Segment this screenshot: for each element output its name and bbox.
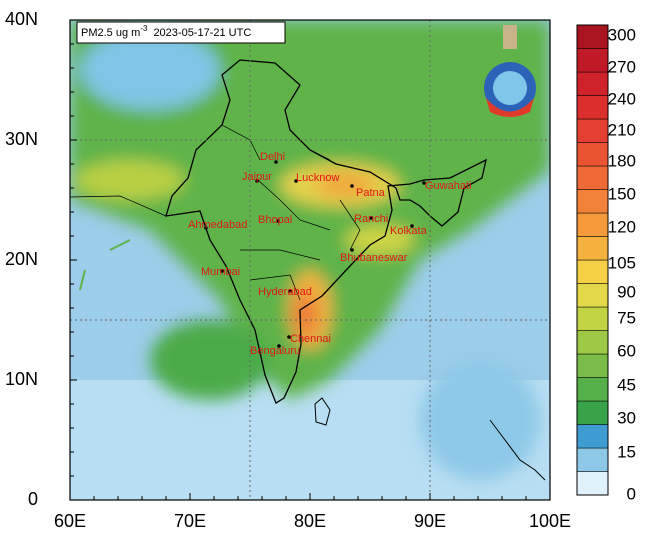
city-label: Patna xyxy=(356,187,386,199)
city-dot xyxy=(204,226,208,230)
city-dot xyxy=(220,269,224,273)
colorbar-band xyxy=(576,353,609,378)
y-tick-label: 40N xyxy=(5,9,38,29)
city-label: Delhi xyxy=(260,151,285,163)
city-label: Bhopal xyxy=(258,214,292,226)
map-title: PM2.5 ug m-3 2023-05-17-21 UTC xyxy=(81,24,251,39)
colorbar-band xyxy=(576,259,609,284)
colorbar-label: 105 xyxy=(608,253,636,272)
city-dot xyxy=(276,219,280,223)
x-tick-label: 60E xyxy=(54,511,86,531)
title-main: PM2.5 ug m xyxy=(81,27,140,39)
colorbar-band xyxy=(576,236,609,261)
colorbar-band xyxy=(576,95,609,120)
colorbar-label: 270 xyxy=(608,57,636,76)
colorbar-label: 300 xyxy=(608,25,636,44)
city-dot xyxy=(294,179,298,183)
title-sup: -3 xyxy=(140,24,148,33)
city-dot xyxy=(350,248,354,252)
y-tick-label: 30N xyxy=(5,129,38,149)
y-tick-label: 10N xyxy=(5,369,38,389)
colorbar-label: 0 xyxy=(627,484,636,503)
colorbar-band xyxy=(576,48,609,73)
x-tick-label: 90E xyxy=(414,511,446,531)
city-label: Lucknow xyxy=(296,172,339,184)
colorbar-band xyxy=(576,24,609,49)
colorbar-label: 180 xyxy=(608,151,636,170)
city-dot xyxy=(288,289,292,293)
logo xyxy=(484,25,536,117)
city-label: Bhubaneswar xyxy=(340,252,408,264)
colorbar-label: 45 xyxy=(617,375,636,394)
colorbar-band xyxy=(576,400,609,425)
colorbar-band xyxy=(576,306,609,331)
colorbar-label: 75 xyxy=(617,308,636,327)
city-label: Guwahati xyxy=(425,180,471,192)
colorbar-band xyxy=(576,330,609,355)
colorbar-label: 150 xyxy=(608,184,636,203)
colorbar-band xyxy=(576,189,609,214)
colorbar-band xyxy=(576,118,609,143)
map-field: Delhi Jaipur Lucknow Patna Guwahati Ahmedabad… xyxy=(70,20,550,500)
y-tick-label: 20N xyxy=(5,249,38,269)
colorbar-label: 120 xyxy=(608,217,636,236)
colorbar-band xyxy=(576,471,609,496)
city-label: Kolkata xyxy=(390,225,428,237)
colorbar-band xyxy=(576,71,609,96)
colorbar-band xyxy=(576,377,609,402)
colorbar-band xyxy=(576,424,609,449)
city-label: Ahmedabad xyxy=(188,219,247,231)
city-dot xyxy=(369,216,373,220)
colorbar-label: 210 xyxy=(608,120,636,139)
y-tick-label: 0 xyxy=(28,489,38,509)
colorbar-frame xyxy=(576,24,609,496)
colorbar-label: 60 xyxy=(617,341,636,360)
city-dot xyxy=(277,344,281,348)
city-layer: Delhi Jaipur Lucknow Patna Guwahati Ahmedabad… xyxy=(188,151,471,357)
colorbar-band xyxy=(576,283,609,308)
colorbar-band xyxy=(576,142,609,167)
city-dot xyxy=(255,179,259,183)
city-label: Mumbai xyxy=(201,266,240,278)
colorbar-label: 240 xyxy=(608,89,636,108)
city-dot xyxy=(422,181,426,185)
colorbar-band xyxy=(576,165,609,190)
city-label: Ranchi xyxy=(354,213,388,225)
colorbar-label: 90 xyxy=(617,282,636,301)
title-time: 2023-05-17-21 UTC xyxy=(153,27,251,39)
colorbar-band xyxy=(576,447,609,472)
city-label: Hyderabad xyxy=(258,286,312,298)
city-label: Chennai xyxy=(290,333,331,345)
city-dot xyxy=(287,335,291,339)
colorbar-band xyxy=(576,212,609,237)
colorbar-label: 15 xyxy=(617,442,636,461)
city-dot xyxy=(274,160,278,164)
colorbar-label: 30 xyxy=(617,408,636,427)
x-tick-label: 80E xyxy=(294,511,326,531)
title-box xyxy=(76,21,286,44)
city-dot xyxy=(410,224,414,228)
city-label: Jaipur xyxy=(242,171,272,183)
x-tick-label: 70E xyxy=(174,511,206,531)
city-dot xyxy=(350,184,354,188)
x-tick-label: 100E xyxy=(529,511,571,531)
city-label: Bengaluru xyxy=(250,345,300,357)
